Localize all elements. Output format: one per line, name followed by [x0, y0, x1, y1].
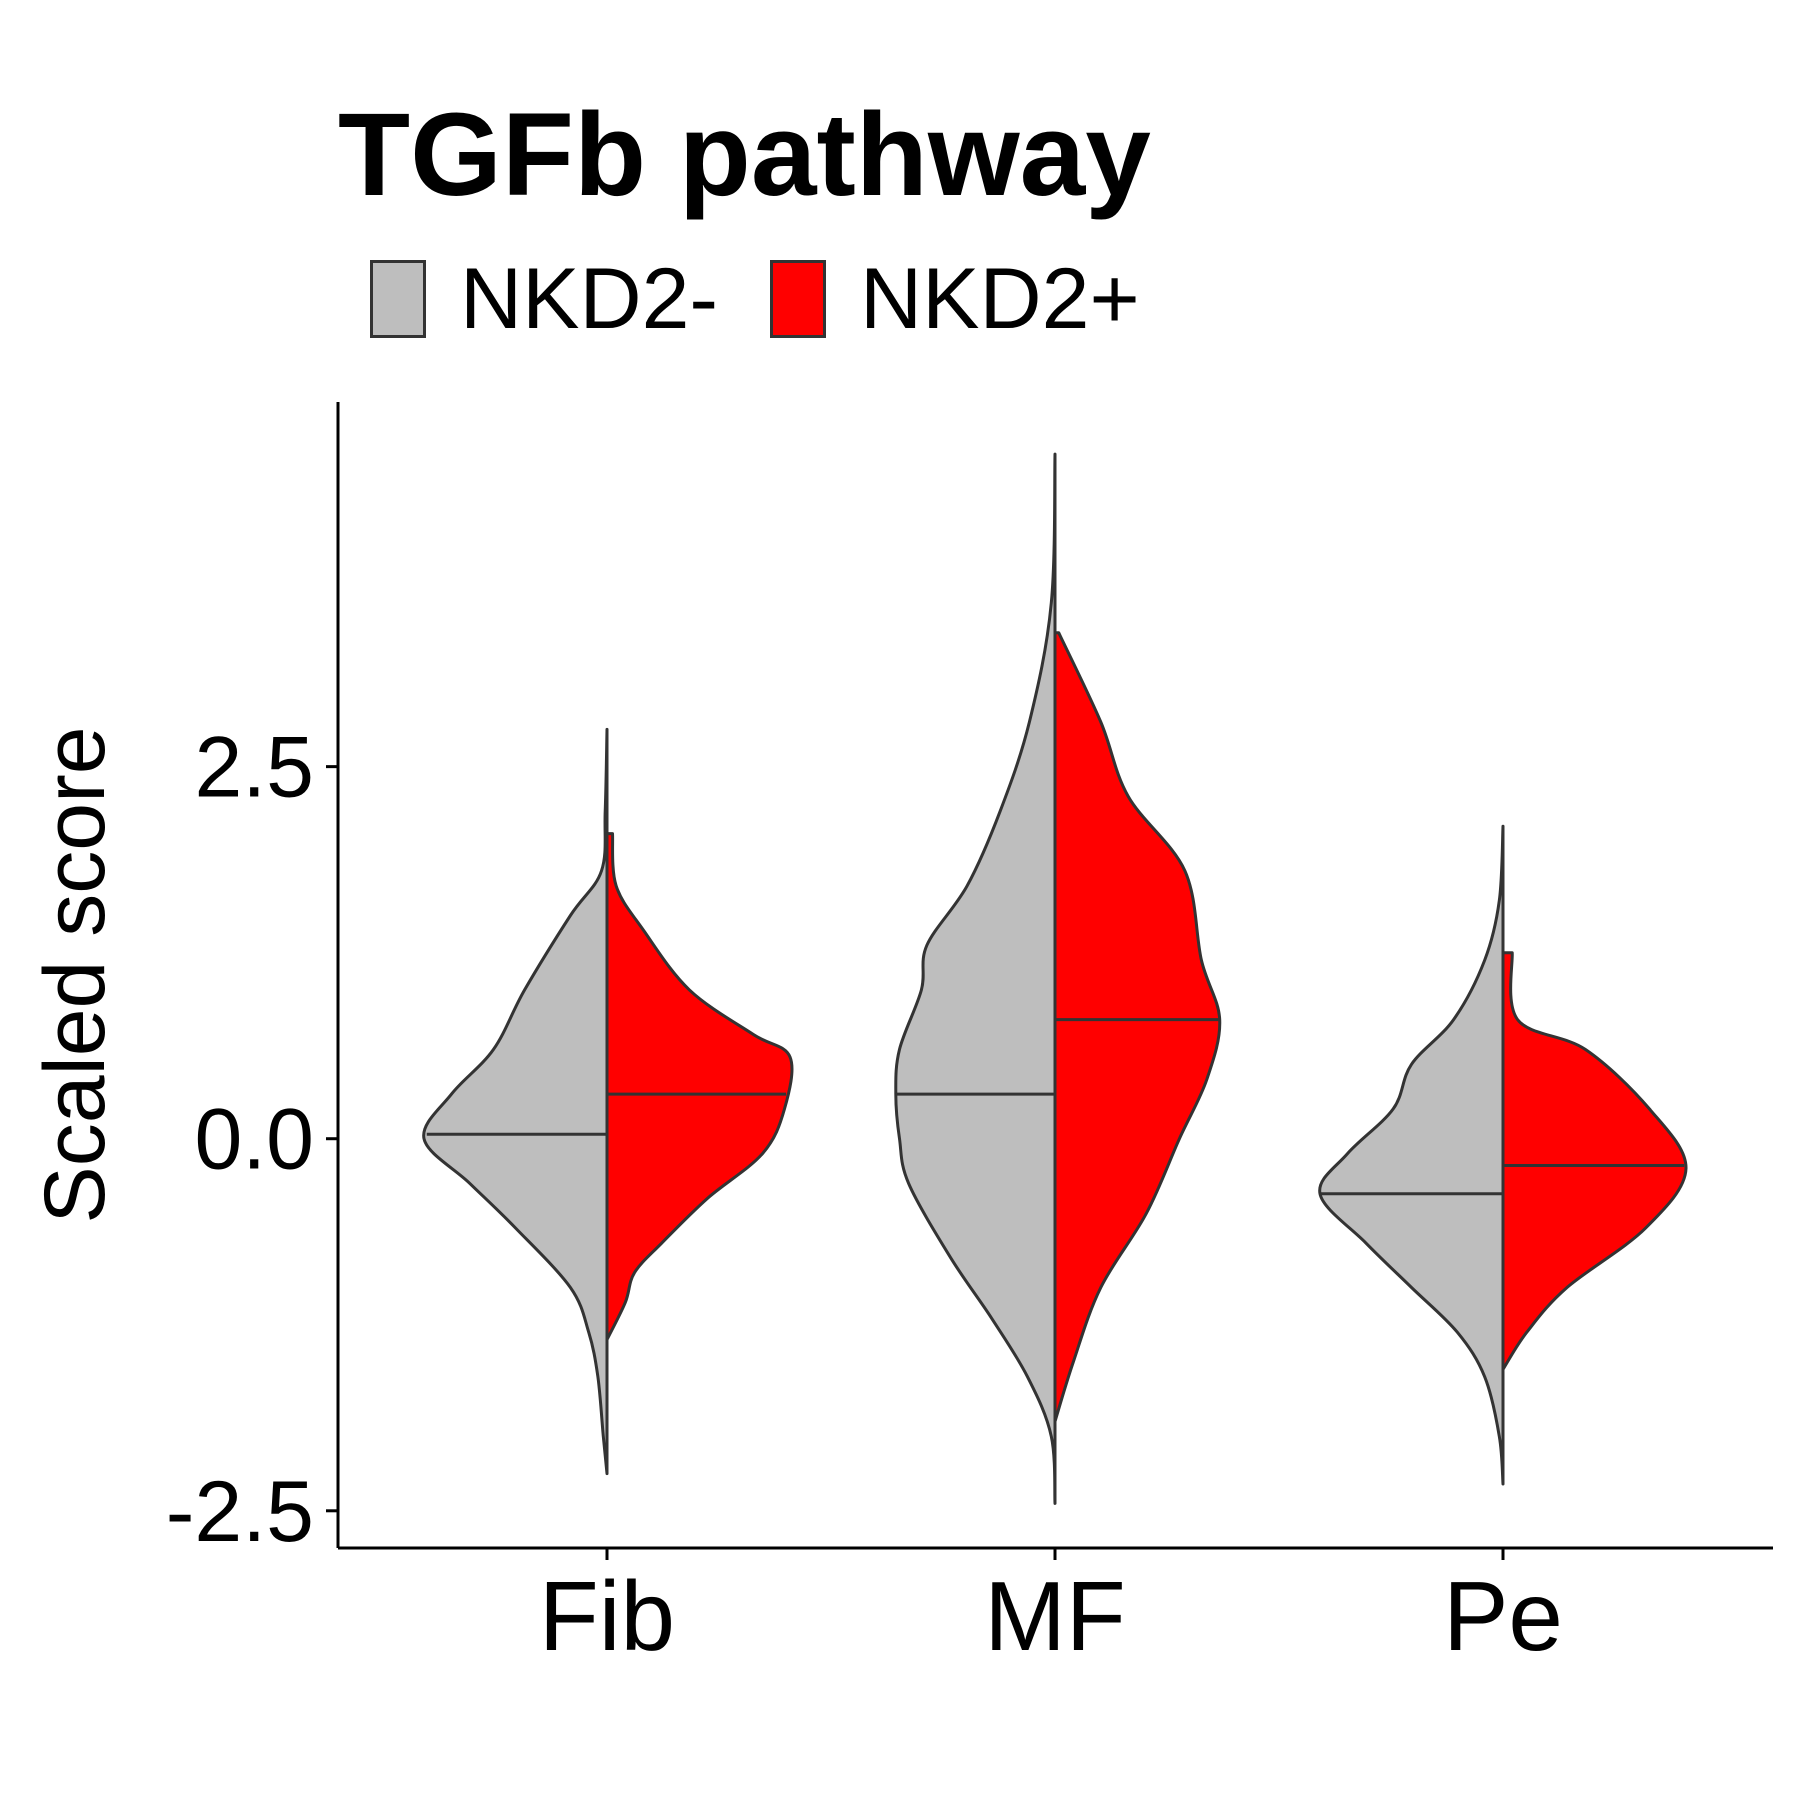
y-tick-label: 0.0 — [194, 1092, 314, 1188]
legend-swatch-nkd2-positive — [770, 260, 827, 338]
x-tick-label: Pe — [1443, 1561, 1563, 1671]
x-tick-label: Fib — [539, 1561, 675, 1671]
legend-label-nkd2-negative: NKD2- — [460, 251, 719, 347]
x-ticks: Fib MF Pe — [539, 1548, 1563, 1671]
legend: NKD2- NKD2+ — [370, 256, 1192, 342]
violin-fib-nkd2 — [605, 832, 794, 1342]
legend-swatch-nkd2-negative — [370, 260, 426, 338]
x-tick-label: MF — [984, 1561, 1126, 1671]
y-tick-label: -2.5 — [166, 1464, 314, 1560]
chart-title: TGFb pathway — [338, 89, 1151, 221]
legend-item-nkd2-positive: NKD2+ — [770, 256, 1140, 342]
legend-label-nkd2-positive: NKD2+ — [860, 251, 1140, 347]
violin-mf-nkd2 — [894, 452, 1057, 1505]
y-tick-label: 2.5 — [194, 720, 314, 816]
violin-layer — [422, 452, 1688, 1505]
violin-mf-nkd2 — [1053, 631, 1222, 1423]
y-axis-label: Scaled score — [27, 726, 123, 1223]
y-ticks: -2.5 0.0 2.5 — [166, 720, 338, 1560]
violin-fib-nkd2 — [422, 727, 609, 1476]
legend-item-nkd2-negative: NKD2- — [370, 256, 718, 342]
violin-pe-nkd2 — [1501, 951, 1688, 1371]
violin-pe-nkd2 — [1318, 824, 1505, 1486]
